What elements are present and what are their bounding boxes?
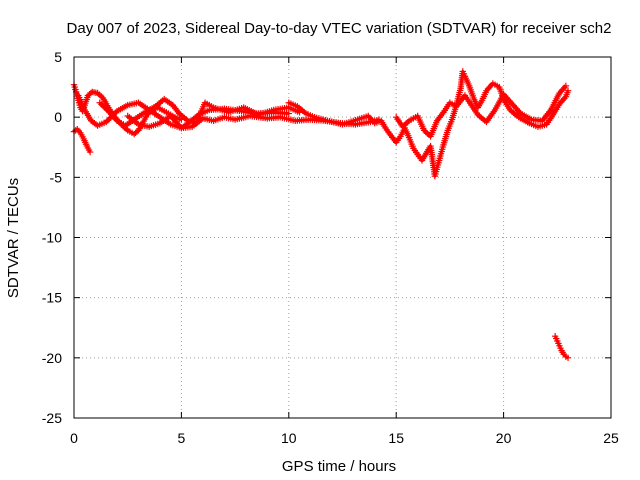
y-axis-label: SDTVAR / TECUs bbox=[5, 178, 22, 298]
tick-labels: 0 5 10 15 20 25 -25 -20 -15 -10 -5 0 5 bbox=[42, 49, 619, 446]
data-point bbox=[564, 354, 572, 362]
y-tick-label: -25 bbox=[42, 410, 62, 426]
x-tick-label: 0 bbox=[70, 430, 78, 446]
x-tick-label: 20 bbox=[496, 430, 512, 446]
y-tick-label: -20 bbox=[42, 350, 62, 366]
series-evening bbox=[285, 68, 572, 180]
x-tick-label: 25 bbox=[603, 430, 619, 446]
series-outlier bbox=[551, 332, 572, 362]
x-axis-label: GPS time / hours bbox=[282, 458, 396, 475]
data-point bbox=[562, 82, 570, 90]
series-mid-loop-b bbox=[96, 95, 303, 129]
x-tick-label: 15 bbox=[388, 430, 404, 446]
data-point bbox=[86, 148, 94, 156]
axis-ticks bbox=[73, 56, 612, 419]
y-tick-label: -10 bbox=[42, 230, 62, 246]
y-tick-label: 5 bbox=[54, 49, 62, 65]
x-tick-label: 5 bbox=[178, 430, 186, 446]
y-tick-label: -5 bbox=[50, 169, 63, 185]
series-mid-loop-c bbox=[124, 112, 383, 132]
series-early-dip bbox=[70, 126, 94, 156]
y-tick-label: 0 bbox=[54, 109, 62, 125]
data-series bbox=[70, 68, 572, 362]
data-point bbox=[564, 87, 572, 94]
data-point bbox=[285, 110, 292, 117]
y-tick-label: -15 bbox=[42, 290, 62, 306]
series-evening-b bbox=[393, 82, 570, 140]
chart-title: Day 007 of 2023, Sidereal Day-to-day VTE… bbox=[67, 20, 612, 37]
series-start-top bbox=[70, 81, 185, 138]
x-tick-label: 10 bbox=[281, 430, 297, 446]
